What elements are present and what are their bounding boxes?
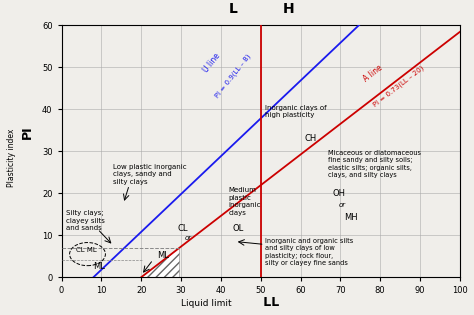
Text: L: L [228,2,237,16]
Text: ML: ML [157,251,169,260]
Text: OH: OH [332,189,346,198]
Text: Medium
plastic
inorganic
clays: Medium plastic inorganic clays [229,187,261,216]
Text: ML: ML [93,262,105,271]
Text: Silty clays;
clayey silts
and sands: Silty clays; clayey silts and sands [65,210,104,231]
Text: Micaceous or diatomaceous
fine sandy and silty soils;
elastic silts; organic sil: Micaceous or diatomaceous fine sandy and… [328,150,421,178]
Text: Inorganic clays of
high plasticity: Inorganic clays of high plasticity [264,105,326,118]
Text: Inorganic and organic silts
and silty clays of low
plasticity; rock flour,
silty: Inorganic and organic silts and silty cl… [264,238,353,266]
Text: PI = 0.73(LL – 20): PI = 0.73(LL – 20) [372,64,425,107]
Text: CL: CL [177,224,188,233]
Text: MH: MH [344,213,358,222]
Text: PI: PI [21,125,34,139]
Text: CH: CH [304,134,317,143]
Text: Liquid limit: Liquid limit [181,299,237,308]
Text: Plasticity index: Plasticity index [8,128,16,187]
Text: or: or [338,202,346,208]
Text: H: H [283,2,294,16]
Text: Low plastic inorganic
clays, sandy and
silty clays: Low plastic inorganic clays, sandy and s… [113,164,187,185]
Text: OL: OL [233,224,244,233]
Text: LL: LL [237,296,279,309]
Text: U line: U line [201,51,222,74]
Text: A line: A line [362,63,384,83]
Text: CL ML: CL ML [75,247,96,253]
Text: PI = 0.9(LL – 8): PI = 0.9(LL – 8) [214,52,252,99]
Text: or: or [185,235,192,241]
